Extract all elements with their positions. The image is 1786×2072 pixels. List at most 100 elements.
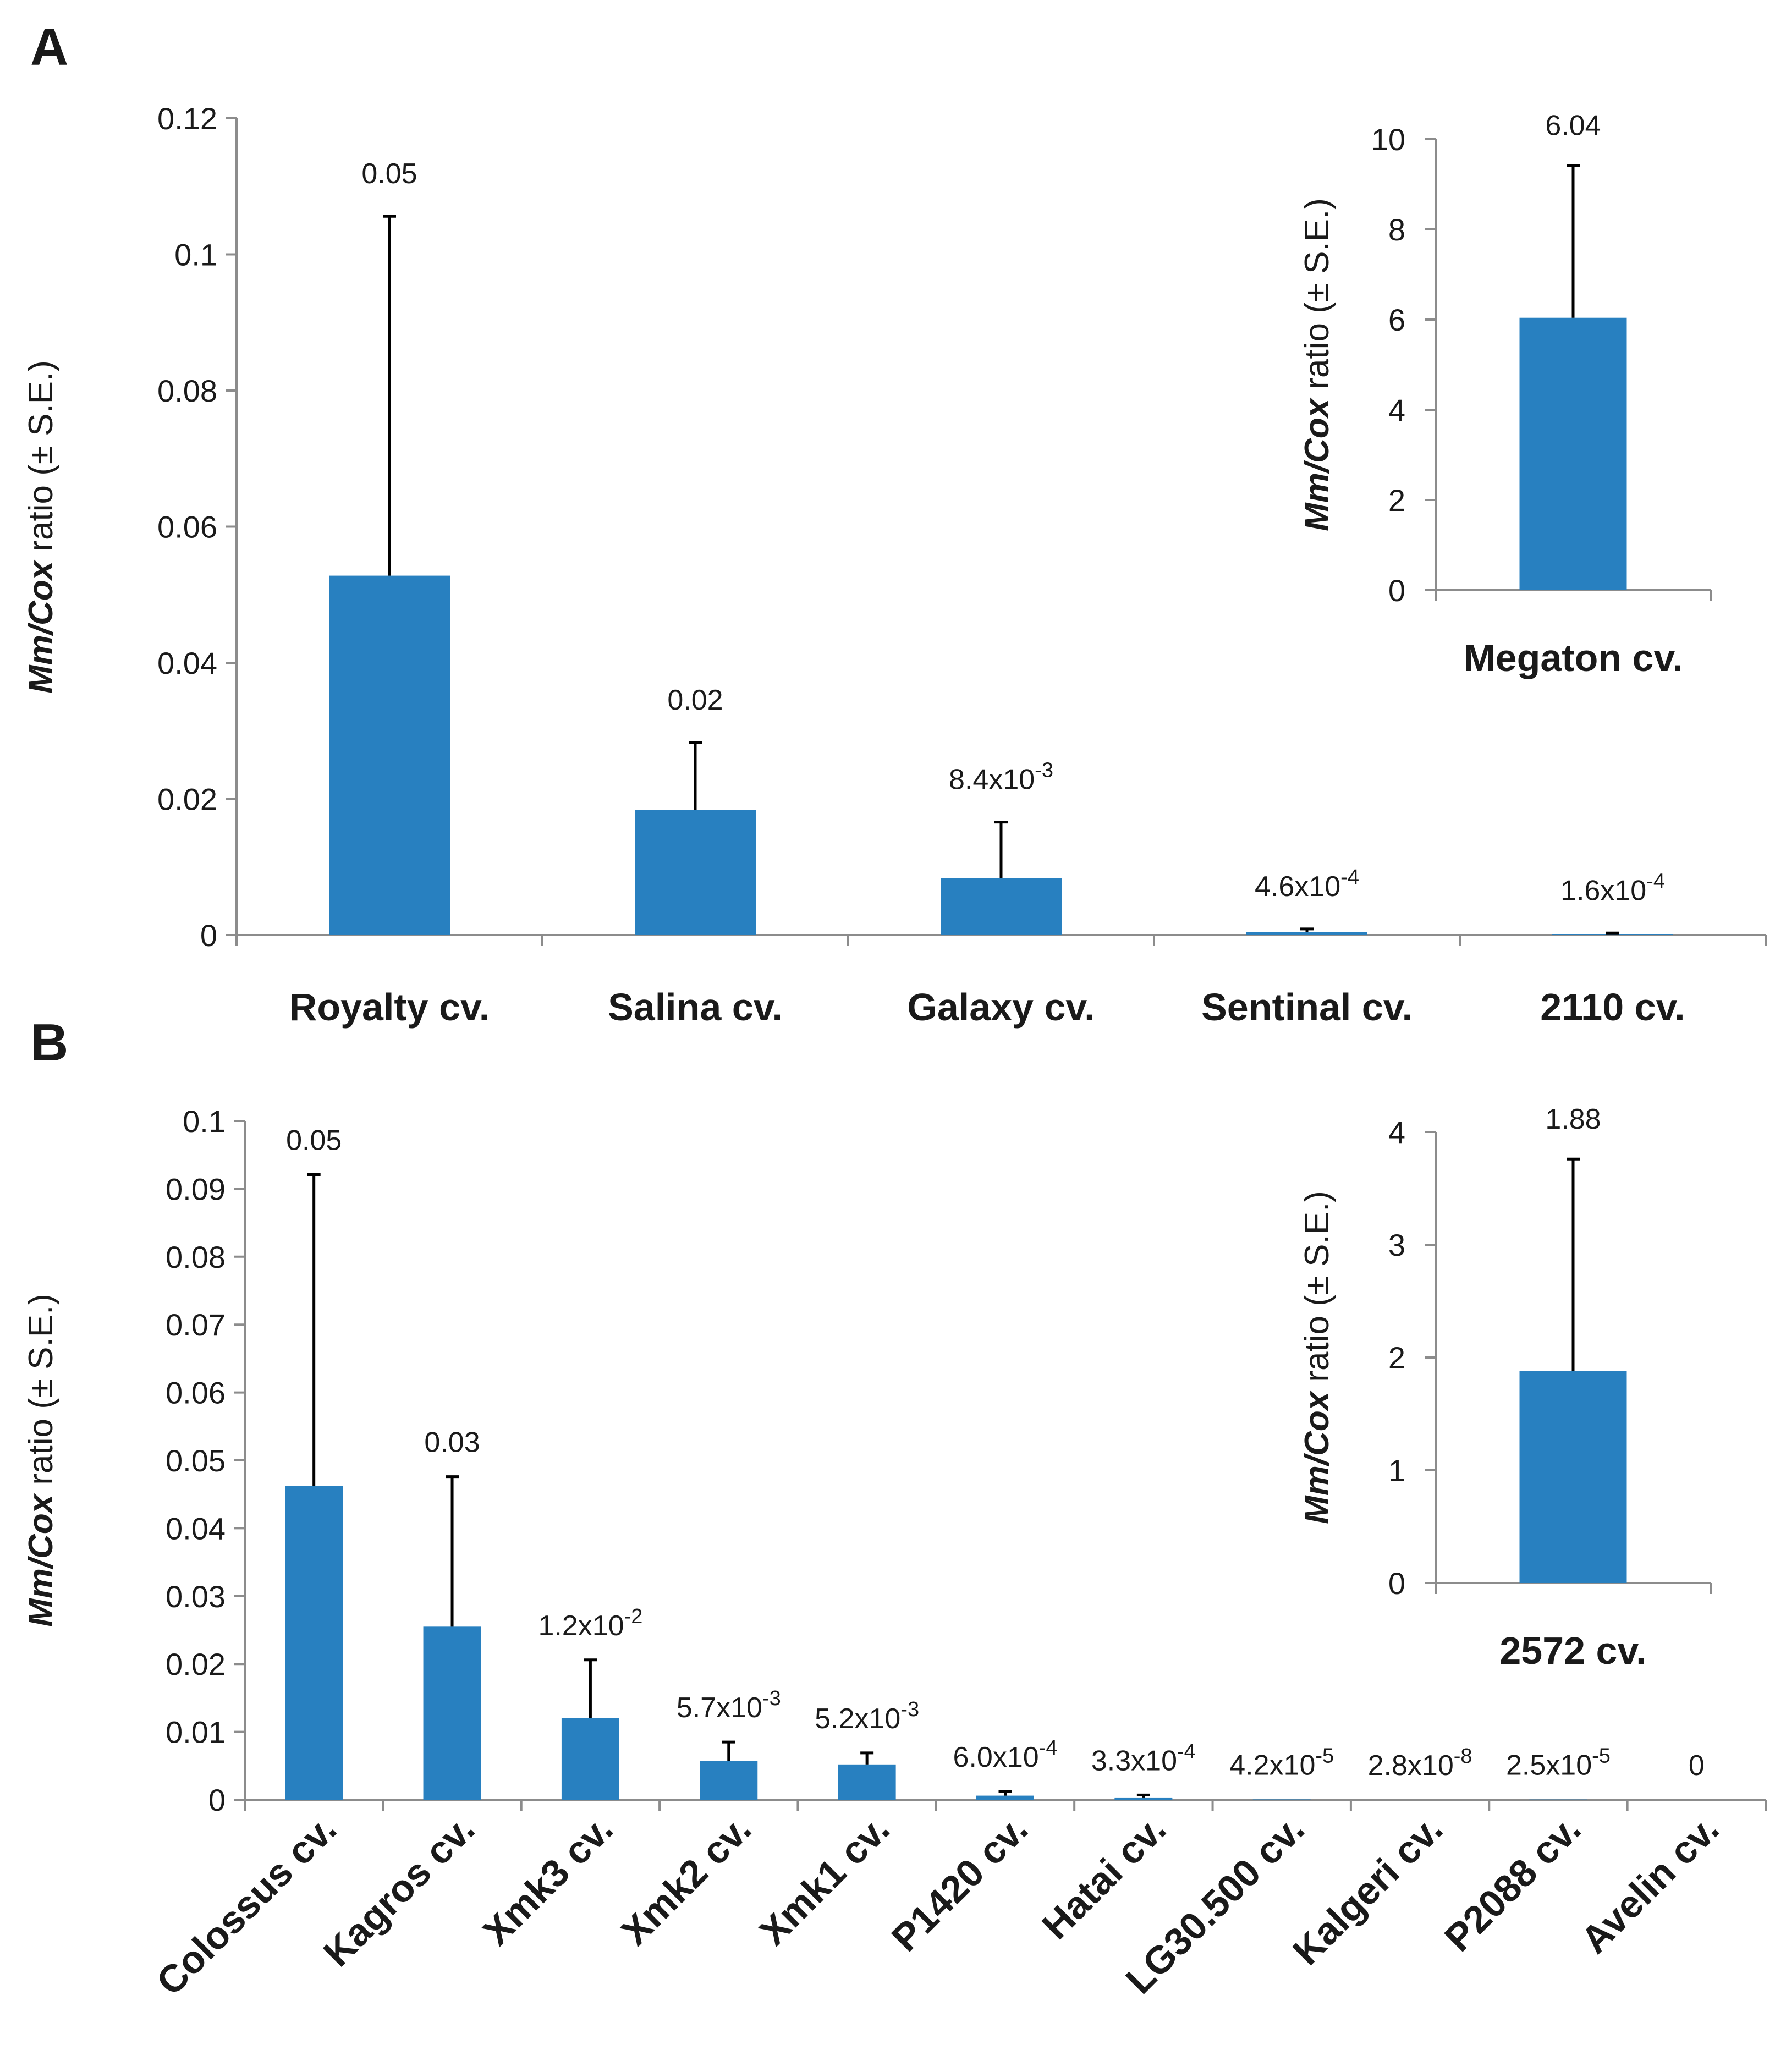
b-value-label: 3.3x10-4 [1091,1740,1196,1777]
b-value-label: 2.8x10-8 [1368,1745,1472,1782]
b-y-tick-label: 0.05 [166,1443,226,1478]
a-value-label-exponent: -4 [1340,866,1359,889]
a-inset-y-axis-title-rest: ratio (± S.E.) [1298,198,1336,399]
b-y-tick-label: 0.09 [166,1172,226,1206]
b-bar [838,1764,896,1800]
a-bar [1246,932,1367,935]
b-value-label: 0.03 [424,1427,480,1459]
b-bar [285,1486,343,1800]
a-category-label: Salina cv. [608,986,783,1029]
b-value-label-exponent: -8 [1454,1745,1472,1768]
a-inset-category-label: Megaton cv. [1463,636,1683,679]
b-value-label-exponent: -4 [1039,1736,1058,1760]
a-category-label: Galaxy cv. [907,986,1095,1029]
panel-label-b: B [30,1013,68,1072]
b-bar [1114,1797,1173,1800]
b-value-label: 5.2x10-3 [815,1698,919,1735]
a-inset-y-tick-label: 8 [1388,212,1405,247]
a-category-label: Sentinal cv. [1201,986,1413,1029]
a-bar [1552,934,1673,935]
a-y-tick-label: 0.12 [157,101,217,136]
b-category-label: P2088 cv. [1436,1807,1589,1959]
a-value-label-exponent: -4 [1646,870,1665,893]
a-y-tick-label: 0.06 [157,510,217,545]
b-inset-y-tick-label: 1 [1388,1453,1405,1488]
b-value-label-exponent: -4 [1177,1740,1196,1763]
b-y-tick-label: 0 [208,1783,226,1817]
a-y-tick-label: 0.1 [174,238,217,272]
b-value-label-base: 4.2x10 [1229,1749,1315,1781]
b-inset-bar [1519,1371,1627,1583]
b-inset-y-tick-label: 0 [1388,1566,1405,1601]
b-category-label: Xmk2 cv. [613,1807,759,1953]
a-value-label-exponent: -3 [1035,759,1053,782]
b-bar [561,1718,619,1800]
a-y-tick-label: 0.08 [157,373,217,408]
chart-b-inset: 0 1 2 3 4 Mm/Cox ratio (± S.E.) 1.88 2572 cv. [1298,1103,1712,1672]
b-y-axis-title-italic: Mm/Cox [22,1493,60,1627]
a-y-axis-title-rest: ratio (± S.E.) [22,360,60,561]
a-value-label: 4.6x10-4 [1255,866,1359,903]
a-value-label: 0.02 [667,684,723,716]
b-category-label: P1420 cv. [883,1807,1036,1959]
b-value-label-base: 2.8x10 [1368,1750,1454,1782]
b-value-label-base: 0 [1689,1750,1705,1782]
b-bar [976,1795,1034,1800]
b-value-label: 6.0x10-4 [953,1736,1058,1773]
b-value-label: 4.2x10-5 [1229,1744,1334,1781]
a-category-label: Royalty cv. [289,986,490,1029]
a-value-label-base: 0.02 [667,684,723,716]
a-bar [635,810,756,935]
a-inset-value-label: 6.04 [1545,110,1601,142]
b-y-tick-label: 0.01 [166,1715,226,1750]
b-y-tick-label: 0.08 [166,1240,226,1274]
a-y-tick-label: 0 [200,918,217,953]
chart-a-main: 0 0.02 0.04 0.06 0.08 0.1 0.12 Mm/Cox ratio (± … [22,101,1767,1029]
b-value-label-exponent: -3 [900,1698,919,1721]
a-category-label: 2110 cv. [1540,986,1685,1029]
b-inset-y-axis-title-rest: ratio (± S.E.) [1298,1191,1336,1392]
a-y-axis-title: Mm/Cox ratio (± S.E.) [22,360,60,694]
b-value-label-exponent: -2 [624,1605,643,1628]
b-y-tick-label: 0.07 [166,1307,226,1342]
b-inset-category-label: 2572 cv. [1499,1629,1646,1672]
b-value-label-base: 2.5x10 [1506,1750,1592,1782]
b-value-label-base: 5.7x10 [677,1692,762,1724]
b-inset-value-label: 1.88 [1545,1103,1601,1135]
b-value-label-exponent: -5 [1315,1744,1334,1767]
a-value-label: 1.6x10-4 [1560,870,1665,906]
b-y-tick-label: 0.1 [183,1104,226,1139]
a-inset-value-label-base: 6.04 [1545,110,1601,142]
b-inset-y-axis-title: Mm/Cox ratio (± S.E.) [1298,1191,1336,1524]
b-inset-y-axis-title-italic: Mm/Cox [1298,1390,1336,1524]
b-value-label-base: 0.03 [424,1427,480,1459]
b-category-label: Hatai cv. [1034,1807,1174,1947]
a-value-label-base: 4.6x10 [1255,871,1340,903]
panel-label-a: A [30,18,68,76]
a-bar [329,575,450,935]
a-inset-y-tick-label: 4 [1388,393,1405,427]
b-category-label: Kalgeri cv. [1284,1807,1450,1973]
b-category-label: Colossus cv. [148,1807,344,2003]
b-value-label: 1.2x10-2 [538,1605,642,1642]
b-inset-value-label-base: 1.88 [1545,1103,1601,1135]
b-value-label: 0 [1689,1750,1705,1782]
a-inset-bar [1519,317,1627,590]
a-y-axis-title-italic: Mm/Cox [22,559,60,694]
b-category-label: Avelin cv. [1573,1807,1727,1961]
a-bar [941,878,1062,935]
a-y-tick-label: 0.04 [157,646,217,680]
b-value-label: 5.7x10-3 [677,1687,781,1724]
a-value-label: 8.4x10-3 [949,759,1053,796]
b-y-tick-label: 0.06 [166,1376,226,1410]
b-y-axis-title-rest: ratio (± S.E.) [22,1294,60,1494]
b-category-label: Xmk1 cv. [751,1807,898,1953]
b-category-label: Xmk3 cv. [475,1807,621,1953]
b-y-tick-label: 0.02 [166,1647,226,1681]
b-category-label: Kagros cv. [315,1807,483,1975]
b-value-label: 0.05 [286,1124,342,1156]
b-inset-y-tick-label: 4 [1388,1115,1405,1150]
chart-a-inset: 0 2 4 6 8 10 Mm/Cox ratio (± S.E.) 6.04 Megaton … [1298,110,1712,679]
a-inset-y-tick-label: 0 [1388,573,1405,608]
